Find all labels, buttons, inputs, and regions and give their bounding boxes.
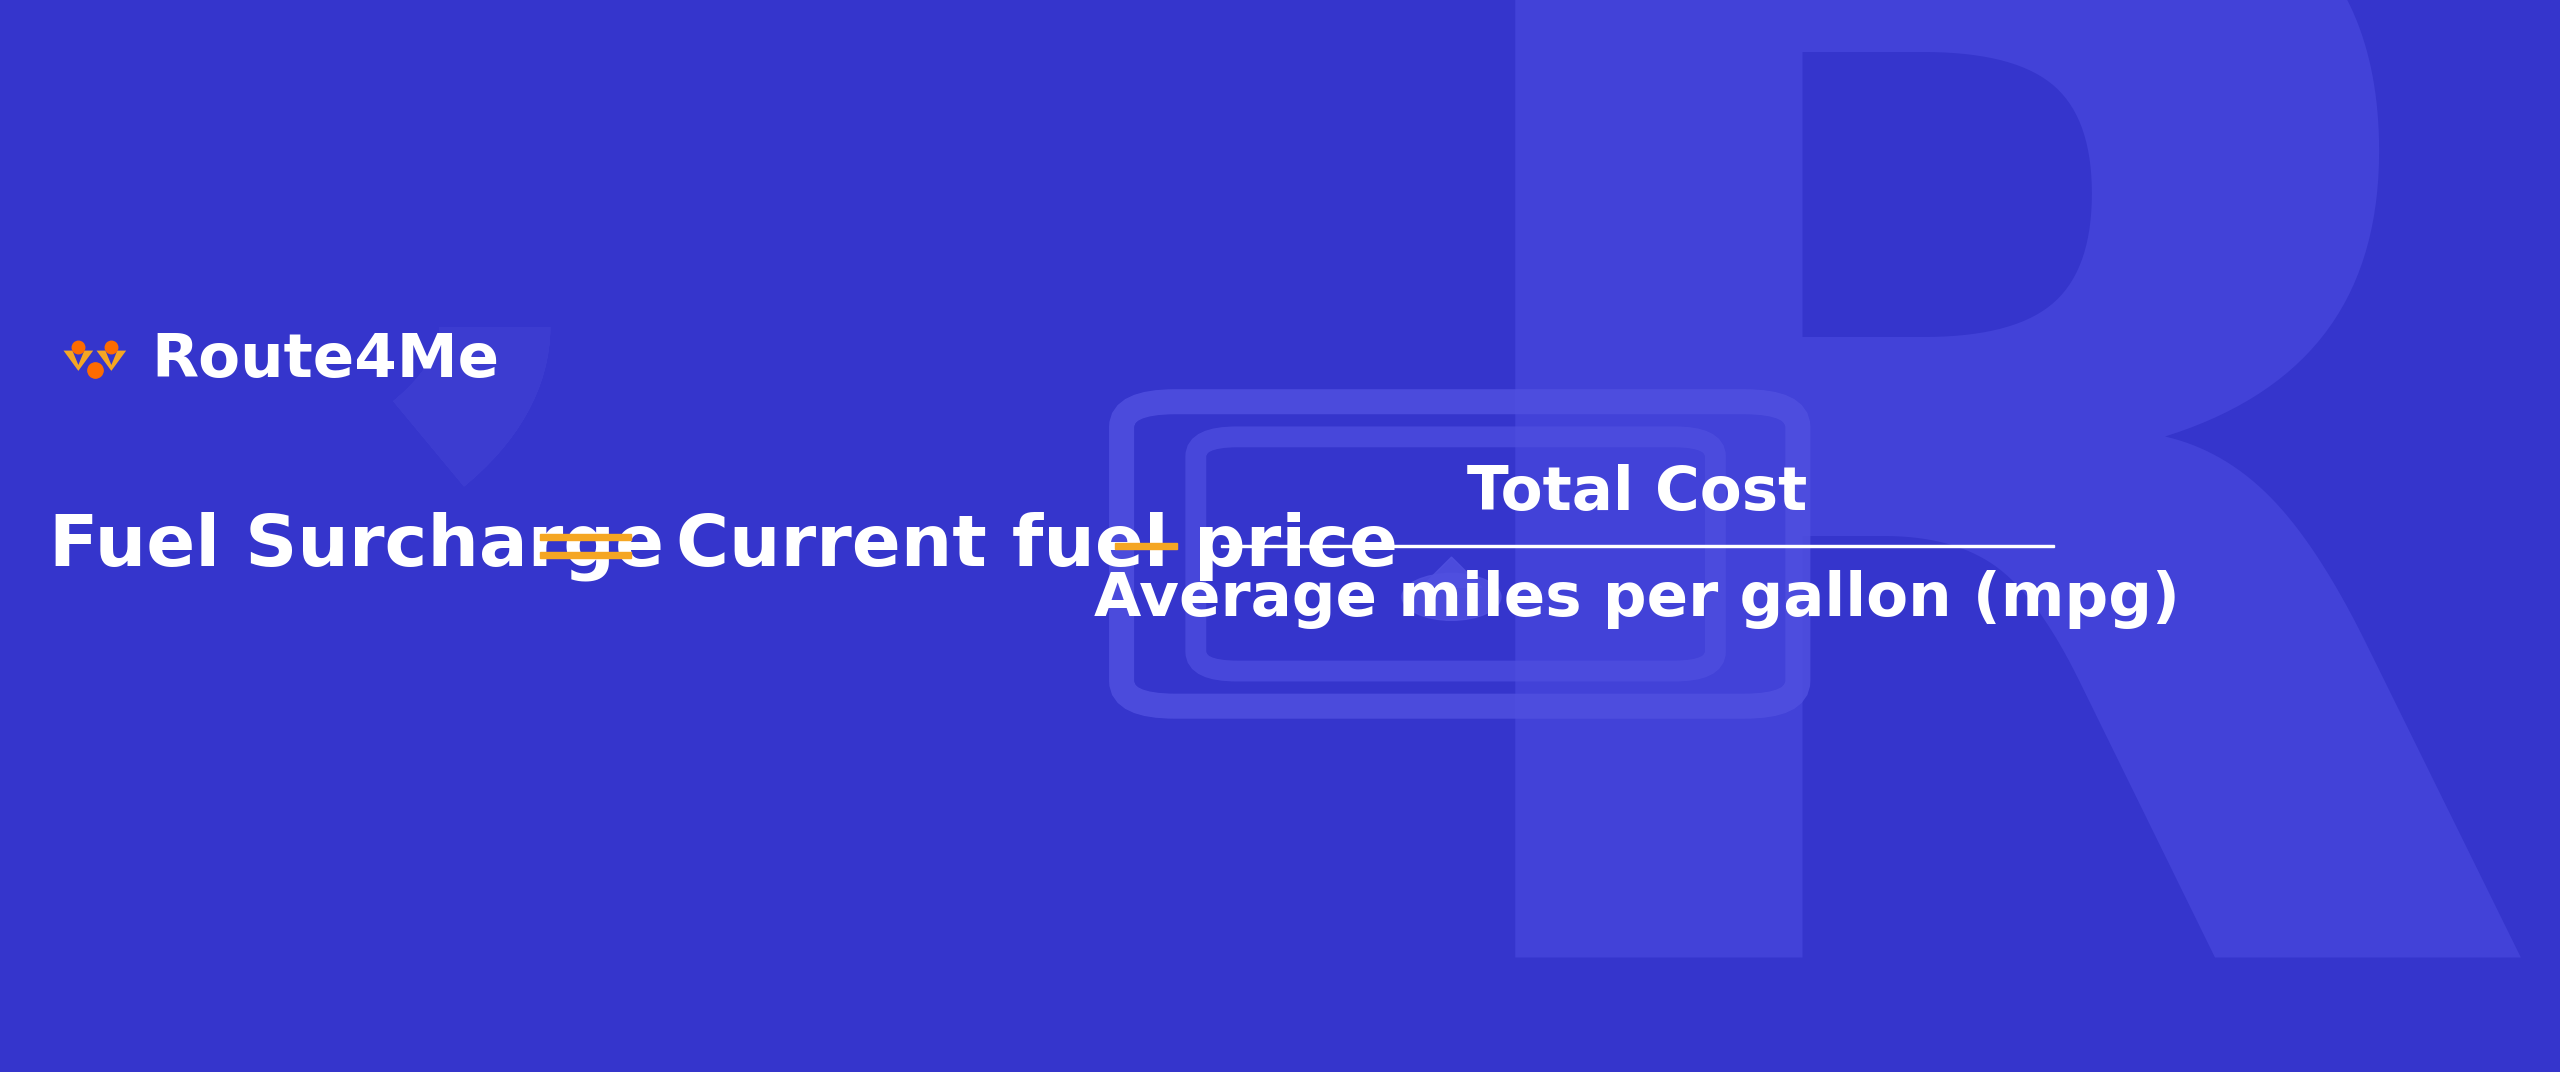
- Wedge shape: [428, 210, 494, 444]
- Text: Fuel Surcharge: Fuel Surcharge: [49, 511, 666, 581]
- Bar: [1221, 545, 2053, 548]
- Text: Current fuel price: Current fuel price: [676, 511, 1398, 581]
- Bar: [1116, 544, 1178, 549]
- Text: Route4Me: Route4Me: [151, 331, 499, 390]
- Bar: [540, 534, 630, 540]
- Polygon shape: [1421, 557, 1482, 587]
- Bar: [540, 552, 630, 559]
- Polygon shape: [64, 351, 92, 371]
- Text: Total Cost: Total Cost: [1467, 464, 1807, 523]
- Circle shape: [1403, 574, 1500, 621]
- Polygon shape: [97, 351, 125, 371]
- Text: Average miles per gallon (mpg): Average miles per gallon (mpg): [1093, 569, 2181, 628]
- Text: R: R: [1375, 0, 2552, 1072]
